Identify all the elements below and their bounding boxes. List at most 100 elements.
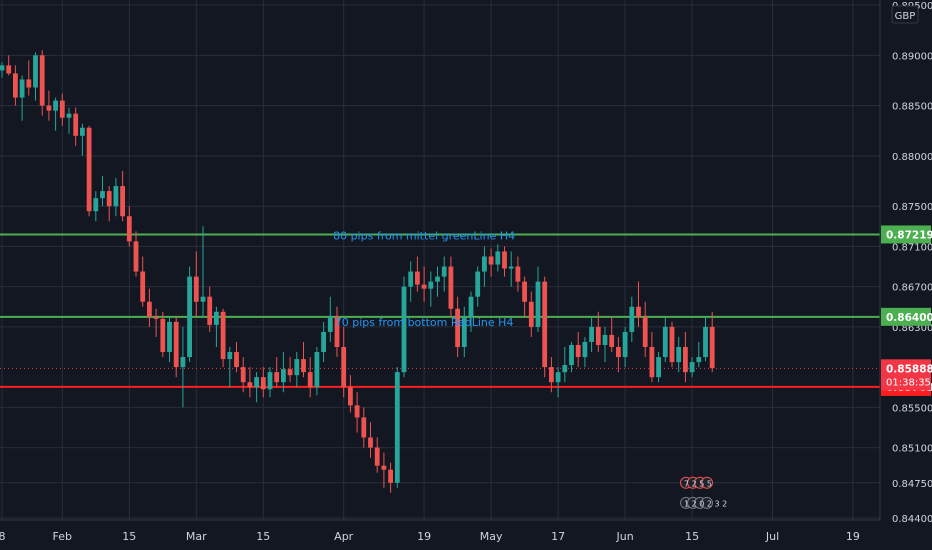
candle[interactable] xyxy=(609,316,615,353)
candle[interactable] xyxy=(193,251,199,317)
candle[interactable] xyxy=(187,266,192,363)
candle[interactable] xyxy=(709,311,715,373)
candle[interactable] xyxy=(616,336,621,373)
candle[interactable] xyxy=(167,316,172,363)
candle[interactable] xyxy=(46,90,52,121)
candle[interactable] xyxy=(676,336,682,373)
candle[interactable] xyxy=(348,375,353,413)
candle[interactable] xyxy=(214,306,219,348)
candle[interactable] xyxy=(495,244,501,272)
candle[interactable] xyxy=(140,256,146,307)
candle[interactable] xyxy=(488,248,494,277)
candle[interactable] xyxy=(642,301,648,358)
candle[interactable] xyxy=(234,341,239,373)
candle[interactable] xyxy=(502,246,507,277)
candle[interactable] xyxy=(703,316,708,362)
candle[interactable] xyxy=(622,326,628,368)
candle[interactable] xyxy=(220,308,226,368)
candle[interactable] xyxy=(106,186,112,222)
candle[interactable] xyxy=(569,341,574,373)
candle[interactable] xyxy=(401,276,407,378)
time-axis[interactable] xyxy=(0,520,932,550)
candle[interactable] xyxy=(80,123,85,156)
candle[interactable] xyxy=(314,347,320,396)
candle[interactable] xyxy=(461,306,467,358)
annotation-text[interactable]: 80 pips from mittel greenLine H4 xyxy=(333,229,515,242)
candle[interactable] xyxy=(207,286,213,332)
candle[interactable] xyxy=(13,65,18,106)
candle[interactable] xyxy=(482,246,487,287)
candle[interactable] xyxy=(522,276,527,317)
candle[interactable] xyxy=(180,326,186,408)
candle[interactable] xyxy=(575,331,581,368)
candle[interactable] xyxy=(649,331,655,383)
event-markers[interactable]: 7 2 5 5 1 2 0 2 3 2 xyxy=(680,476,728,509)
price-axis[interactable] xyxy=(880,0,932,550)
candle[interactable] xyxy=(321,321,326,363)
candle[interactable] xyxy=(368,422,373,458)
candle[interactable] xyxy=(66,107,72,134)
candle[interactable] xyxy=(528,291,534,337)
candle[interactable] xyxy=(662,316,668,363)
candle[interactable] xyxy=(589,316,594,353)
candle[interactable] xyxy=(287,357,293,383)
candle[interactable] xyxy=(254,372,259,403)
candle[interactable] xyxy=(133,231,139,277)
candle[interactable] xyxy=(508,251,514,287)
candle[interactable] xyxy=(435,266,440,297)
candle[interactable] xyxy=(381,452,387,488)
candle[interactable] xyxy=(515,256,521,292)
candle[interactable] xyxy=(669,321,675,368)
candle[interactable] xyxy=(100,176,105,207)
candles[interactable] xyxy=(0,50,715,493)
candle[interactable] xyxy=(59,93,65,126)
candle[interactable] xyxy=(374,437,380,473)
candle[interactable] xyxy=(147,288,152,327)
candle[interactable] xyxy=(39,50,45,116)
candle[interactable] xyxy=(267,367,273,398)
candle[interactable] xyxy=(602,326,608,363)
horizontal-levels[interactable] xyxy=(0,233,880,388)
candle[interactable] xyxy=(361,407,367,448)
candle[interactable] xyxy=(408,261,414,302)
candle[interactable] xyxy=(629,296,635,342)
annotations[interactable]: 80 pips from mittel greenLine H4 70 pips … xyxy=(333,229,515,328)
candle[interactable] xyxy=(307,357,313,398)
candle[interactable] xyxy=(656,352,661,383)
candle[interactable] xyxy=(394,367,400,488)
candle[interactable] xyxy=(301,341,306,378)
candle[interactable] xyxy=(126,206,132,247)
candle[interactable] xyxy=(441,256,447,292)
candle[interactable] xyxy=(334,306,340,358)
candle[interactable] xyxy=(475,266,481,307)
candle[interactable] xyxy=(73,107,79,146)
candle[interactable] xyxy=(428,271,434,307)
candle[interactable] xyxy=(468,291,474,332)
candle[interactable] xyxy=(200,226,206,317)
candle[interactable] xyxy=(294,352,300,388)
candle[interactable] xyxy=(0,62,5,78)
candle[interactable] xyxy=(113,178,119,217)
candle[interactable] xyxy=(354,392,360,433)
candle[interactable] xyxy=(240,357,246,393)
candle[interactable] xyxy=(93,191,99,222)
candle[interactable] xyxy=(281,352,286,393)
candle[interactable] xyxy=(6,55,12,76)
candle[interactable] xyxy=(120,170,125,222)
candle[interactable] xyxy=(260,367,266,398)
candle[interactable] xyxy=(542,276,548,378)
candle[interactable] xyxy=(388,462,393,493)
candle[interactable] xyxy=(696,341,702,368)
event-marker-group[interactable]: 7 2 5 5 xyxy=(680,476,713,489)
event-marker-group[interactable]: 1 2 0 2 3 2 xyxy=(680,496,728,509)
candle[interactable] xyxy=(327,296,333,342)
candle[interactable] xyxy=(341,326,347,398)
candle[interactable] xyxy=(421,266,427,302)
candle[interactable] xyxy=(227,347,233,388)
candle[interactable] xyxy=(555,367,561,398)
candle[interactable] xyxy=(455,296,460,358)
candle[interactable] xyxy=(582,336,588,368)
candle[interactable] xyxy=(595,311,601,353)
annotation-text[interactable]: 70 pips from bottom RedLine H4 xyxy=(335,316,514,329)
